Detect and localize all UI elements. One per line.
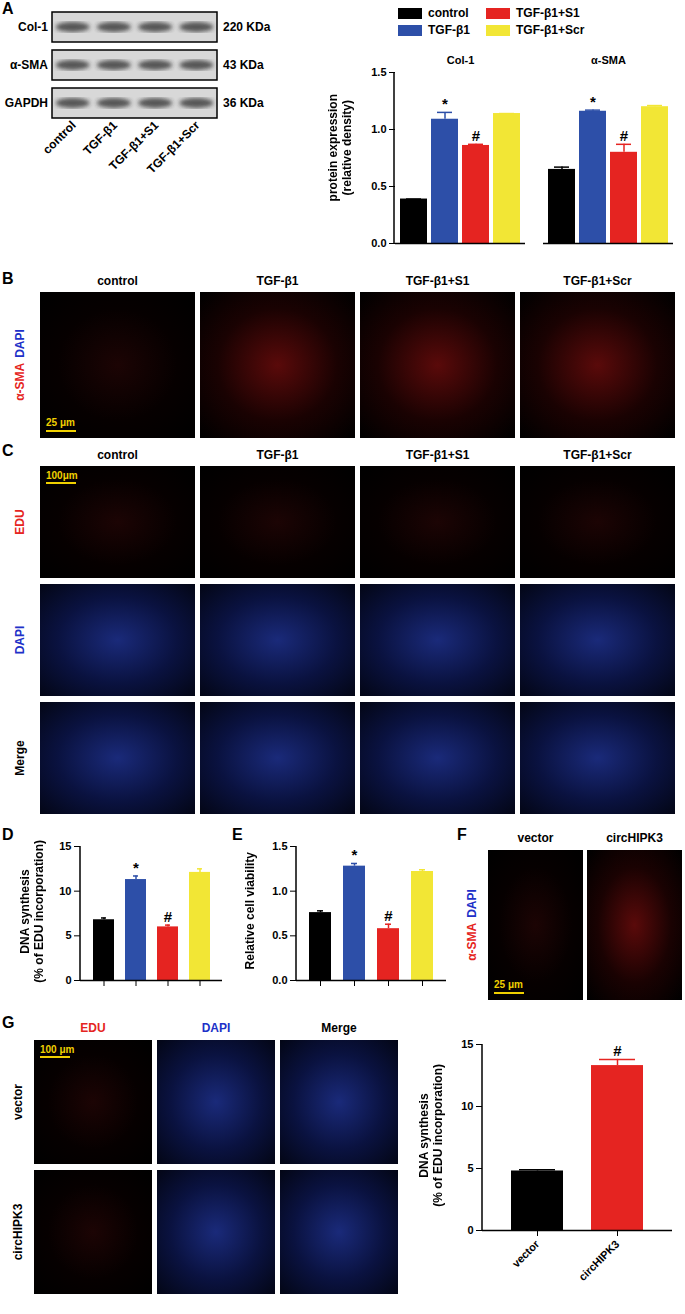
svg-text:15: 15 <box>59 840 71 852</box>
svg-text:circHIPK3: circHIPK3 <box>576 1238 621 1283</box>
svg-text:C: C <box>2 442 14 459</box>
svg-text:0.5: 0.5 <box>272 929 287 941</box>
svg-text:Merge: Merge <box>13 740 27 776</box>
svg-text:E: E <box>232 826 243 843</box>
svg-text:*: * <box>590 93 596 110</box>
svg-text:100μm: 100μm <box>46 470 78 481</box>
svg-text:DAPI: DAPI <box>13 626 27 655</box>
svg-text:α-SMA: α-SMA <box>10 58 48 72</box>
svg-text:#: # <box>384 907 393 924</box>
html-text:DNA synthesis (% of EDU incorp: DNA synthesis (% of EDU incorporation) <box>417 1063 445 1207</box>
svg-text:vector: vector <box>510 1237 542 1269</box>
html-text:TGF-β1: TGF-β1 <box>428 23 470 37</box>
svg-text:0: 0 <box>65 974 71 986</box>
svg-text:TGF-β1+Scr: TGF-β1+Scr <box>563 448 632 462</box>
html-text:TGF-β1+S1: TGF-β1+S1 <box>516 6 580 20</box>
svg-text:Col-1: Col-1 <box>18 20 48 34</box>
svg-text:TGF-β1: TGF-β1 <box>257 274 299 288</box>
svg-text:Merge: Merge <box>321 1021 357 1035</box>
svg-text:A: A <box>2 0 14 17</box>
svg-text:36 KDa: 36 KDa <box>223 96 264 110</box>
svg-text:1.5: 1.5 <box>272 840 287 852</box>
svg-text:1.0: 1.0 <box>272 885 287 897</box>
svg-text:100 μm: 100 μm <box>40 1044 75 1055</box>
html-text:TGF-β1+Scr: TGF-β1+Scr <box>516 23 585 37</box>
svg-text:TGF-β1+S1: TGF-β1+S1 <box>406 274 470 288</box>
svg-text:EDU: EDU <box>80 1021 105 1035</box>
svg-text:43 KDa: 43 KDa <box>223 58 264 72</box>
svg-text:0: 0 <box>467 1224 473 1236</box>
svg-text:10: 10 <box>461 1100 473 1112</box>
svg-text:α-SMADAPI: α-SMADAPI <box>465 889 479 961</box>
html-text:control: control <box>428 6 469 20</box>
svg-text:TGF-β1+S1: TGF-β1+S1 <box>106 118 162 174</box>
svg-text:#: # <box>164 908 173 925</box>
svg-text:1.5: 1.5 <box>371 66 386 78</box>
svg-text:circHIPK3: circHIPK3 <box>11 1203 25 1260</box>
svg-text:220 KDa: 220 KDa <box>223 20 271 34</box>
svg-text:0.0: 0.0 <box>272 974 287 986</box>
svg-text:α-SMA: α-SMA <box>591 54 626 66</box>
svg-text:GAPDH: GAPDH <box>5 96 48 110</box>
svg-text:#: # <box>613 1042 622 1059</box>
svg-text:#: # <box>620 127 629 144</box>
svg-text:Col-1: Col-1 <box>447 54 475 66</box>
svg-text:control: control <box>97 448 138 462</box>
svg-text:1.0: 1.0 <box>371 123 386 135</box>
svg-text:25 μm: 25 μm <box>46 417 75 428</box>
svg-text:TGF-β1+Scr: TGF-β1+Scr <box>563 274 632 288</box>
svg-text:*: * <box>442 95 448 112</box>
svg-text:15: 15 <box>461 1038 473 1050</box>
svg-text:DAPI: DAPI <box>202 1021 231 1035</box>
svg-text:α-SMADAPI: α-SMADAPI <box>13 329 27 401</box>
svg-text:TGF-β1: TGF-β1 <box>80 118 120 158</box>
svg-text:TGF-β1+S1: TGF-β1+S1 <box>406 448 470 462</box>
svg-text:B: B <box>2 270 14 287</box>
svg-text:circHIPK3: circHIPK3 <box>606 831 663 845</box>
svg-text:5: 5 <box>65 929 71 941</box>
html-text:Relative cell viability: Relative cell viability <box>243 852 258 970</box>
svg-text:*: * <box>133 859 139 876</box>
svg-text:TGF-β1+Scr: TGF-β1+Scr <box>144 118 202 176</box>
svg-text:0.0: 0.0 <box>371 237 386 249</box>
svg-text:0.5: 0.5 <box>371 180 386 192</box>
svg-text:25 μm: 25 μm <box>494 979 523 990</box>
svg-text:5: 5 <box>467 1162 473 1174</box>
html-text:protein expression (relative d: protein expression (relative density) <box>326 93 354 202</box>
svg-text:#: # <box>472 127 481 144</box>
svg-text:TGF-β1: TGF-β1 <box>257 448 299 462</box>
svg-text:EDU: EDU <box>13 509 27 534</box>
svg-text:vector: vector <box>11 1084 25 1120</box>
svg-text:control: control <box>40 118 79 157</box>
svg-text:*: * <box>352 846 358 863</box>
svg-text:10: 10 <box>59 885 71 897</box>
svg-text:vector: vector <box>517 831 553 845</box>
svg-text:control: control <box>97 274 138 288</box>
svg-text:G: G <box>2 1014 14 1031</box>
html-text:DNA synthesis (% of EDU incorp: DNA synthesis (% of EDU incorporation) <box>18 839 46 983</box>
svg-text:F: F <box>457 826 467 843</box>
svg-text:D: D <box>2 826 14 843</box>
